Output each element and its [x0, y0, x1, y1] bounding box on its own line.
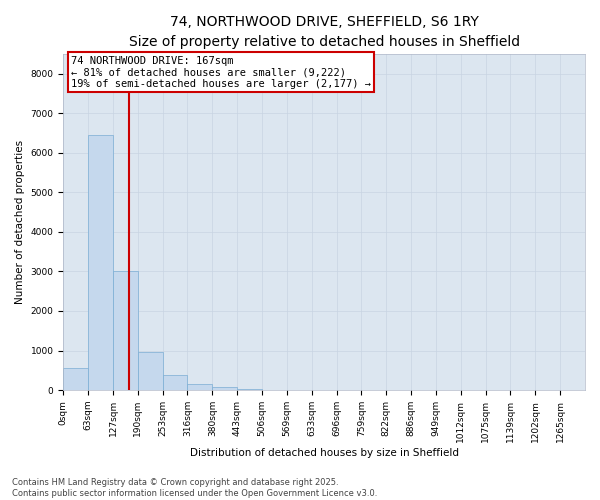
Text: Contains HM Land Registry data © Crown copyright and database right 2025.
Contai: Contains HM Land Registry data © Crown c… — [12, 478, 377, 498]
Y-axis label: Number of detached properties: Number of detached properties — [15, 140, 25, 304]
Bar — [187, 384, 212, 390]
Bar — [113, 272, 138, 390]
Bar — [212, 386, 237, 390]
X-axis label: Distribution of detached houses by size in Sheffield: Distribution of detached houses by size … — [190, 448, 458, 458]
Text: 74 NORTHWOOD DRIVE: 167sqm
← 81% of detached houses are smaller (9,222)
19% of s: 74 NORTHWOOD DRIVE: 167sqm ← 81% of deta… — [71, 56, 371, 88]
Bar — [163, 374, 187, 390]
Bar — [138, 352, 163, 390]
Bar — [63, 368, 88, 390]
Bar — [237, 389, 262, 390]
Bar — [88, 135, 113, 390]
Title: 74, NORTHWOOD DRIVE, SHEFFIELD, S6 1RY
Size of property relative to detached hou: 74, NORTHWOOD DRIVE, SHEFFIELD, S6 1RY S… — [128, 15, 520, 48]
